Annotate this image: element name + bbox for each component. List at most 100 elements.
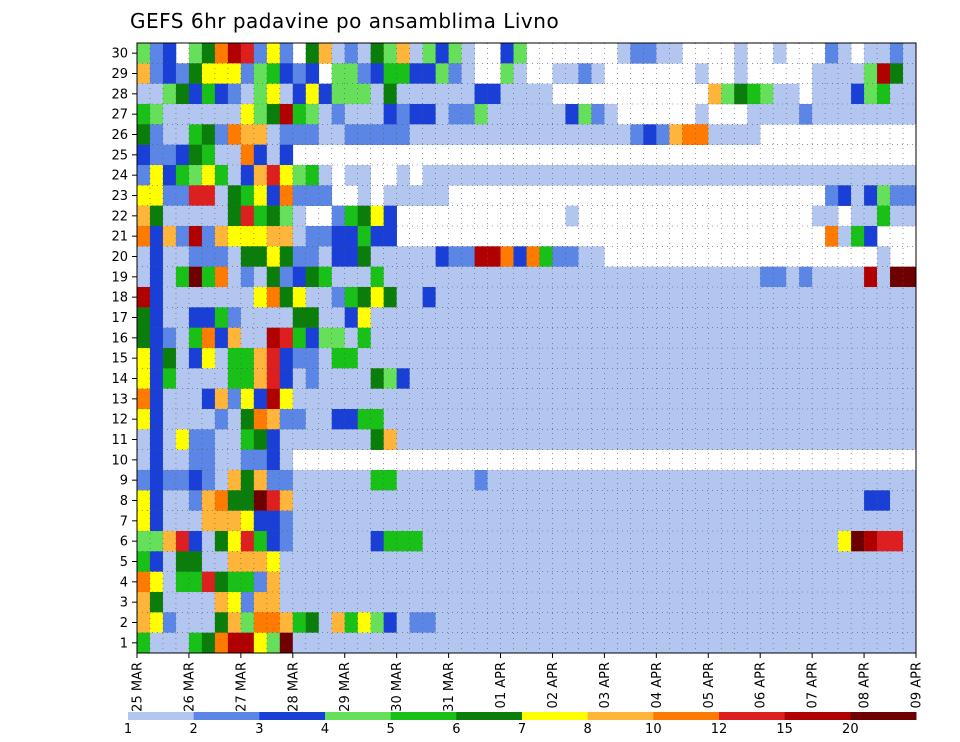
y-tick-label: 30: [111, 47, 128, 62]
heatmap-cell: [137, 551, 151, 572]
heatmap-cell: [396, 43, 410, 64]
heatmap-cell: [877, 368, 891, 389]
heatmap-cell: [851, 592, 865, 613]
legend-swatch: [128, 712, 195, 720]
heatmap-cell: [266, 104, 281, 125]
heatmap-cell: [266, 266, 281, 288]
heatmap-cell: [201, 185, 216, 206]
heatmap-cell: [695, 124, 709, 145]
heatmap-cell: [331, 348, 346, 369]
heatmap-cell: [565, 63, 579, 84]
heatmap-cell: [565, 592, 579, 613]
heatmap-cell: [643, 348, 657, 369]
heatmap-cell: [890, 388, 904, 410]
heatmap-cell: [708, 388, 722, 410]
heatmap-cell: [175, 531, 190, 552]
heatmap-cell: [162, 246, 177, 267]
x-tick-label: 03 APR: [598, 662, 613, 708]
heatmap-cell: [344, 368, 359, 389]
heatmap-cell: [331, 571, 346, 593]
heatmap-cell: [890, 266, 904, 288]
heatmap-cell: [708, 83, 722, 105]
heatmap-cell: [448, 409, 462, 430]
heatmap-cell: [695, 348, 709, 369]
heatmap-cell: [864, 551, 878, 572]
heatmap-cell: [526, 612, 540, 633]
heatmap-cell: [331, 388, 346, 410]
heatmap-cell: [513, 592, 527, 613]
heatmap-cell: [708, 490, 722, 511]
heatmap-cell: [383, 592, 397, 613]
heatmap-cell: [162, 551, 177, 572]
heatmap-cell: [838, 510, 852, 532]
heatmap-cell: [617, 632, 631, 654]
heatmap-cell: [487, 124, 501, 145]
heatmap-cell: [500, 348, 514, 369]
heatmap-cell: [201, 205, 216, 227]
heatmap-cell: [240, 226, 255, 247]
heatmap-cell: [149, 612, 164, 633]
heatmap-cell: [851, 409, 865, 430]
heatmap-cell: [162, 165, 177, 186]
heatmap-cell: [383, 612, 397, 633]
heatmap-cell: [214, 592, 229, 613]
heatmap-cell: [786, 388, 800, 410]
heatmap-cell: [188, 429, 203, 450]
y-tick-label: 23: [111, 189, 128, 204]
heatmap-cell: [214, 327, 229, 349]
heatmap-cell: [188, 409, 203, 430]
heatmap-cell: [292, 490, 307, 511]
heatmap-cell: [903, 592, 917, 613]
heatmap-cell: [214, 287, 229, 308]
heatmap-cell: [137, 104, 151, 125]
heatmap-cell: [214, 429, 229, 450]
heatmap-cell: [409, 551, 423, 572]
legend-label: 1: [124, 722, 132, 737]
heatmap-cell: [539, 348, 553, 369]
heatmap-cell: [201, 612, 216, 633]
legend-label: 8: [584, 722, 592, 737]
heatmap-cell: [708, 571, 722, 593]
heatmap-cell: [201, 287, 216, 308]
heatmap-cell: [591, 470, 605, 491]
heatmap-cell: [526, 510, 540, 532]
heatmap-cell: [565, 510, 579, 532]
heatmap-cell: [656, 429, 670, 450]
heatmap-cell: [786, 327, 800, 349]
heatmap-cell: [669, 632, 683, 654]
heatmap-cell: [656, 612, 670, 633]
heatmap-cell: [526, 571, 540, 593]
heatmap-cell: [773, 307, 787, 328]
heatmap-cell: [747, 632, 761, 654]
heatmap-cell: [630, 510, 644, 532]
heatmap-cell: [305, 63, 320, 84]
heatmap-cell: [812, 63, 826, 84]
heatmap-cell: [214, 531, 229, 552]
heatmap-cell: [292, 612, 307, 633]
heatmap-cell: [357, 205, 371, 227]
heatmap-cell: [812, 409, 826, 430]
heatmap-cell: [422, 388, 436, 410]
heatmap-cell: [630, 632, 644, 654]
heatmap-cell: [240, 388, 255, 410]
heatmap-cell: [266, 612, 281, 633]
heatmap-cell: [383, 185, 397, 206]
heatmap-cell: [409, 124, 423, 145]
heatmap-cell: [331, 470, 346, 491]
heatmap-cell: [851, 571, 865, 593]
heatmap-cell: [461, 592, 475, 613]
heatmap-cell: [175, 287, 190, 308]
heatmap-cell: [903, 63, 917, 84]
heatmap-cell: [552, 327, 566, 349]
heatmap-cell: [760, 510, 774, 532]
heatmap-cell: [786, 83, 800, 105]
heatmap-cell: [137, 327, 151, 349]
heatmap-cell: [357, 83, 371, 105]
heatmap-cell: [266, 510, 281, 532]
heatmap-cell: [435, 510, 449, 532]
heatmap-cell: [812, 287, 826, 308]
heatmap-cell: [786, 612, 800, 633]
heatmap-cell: [409, 83, 423, 105]
heatmap-cell: [396, 490, 410, 511]
legend-label: 2: [190, 722, 198, 737]
